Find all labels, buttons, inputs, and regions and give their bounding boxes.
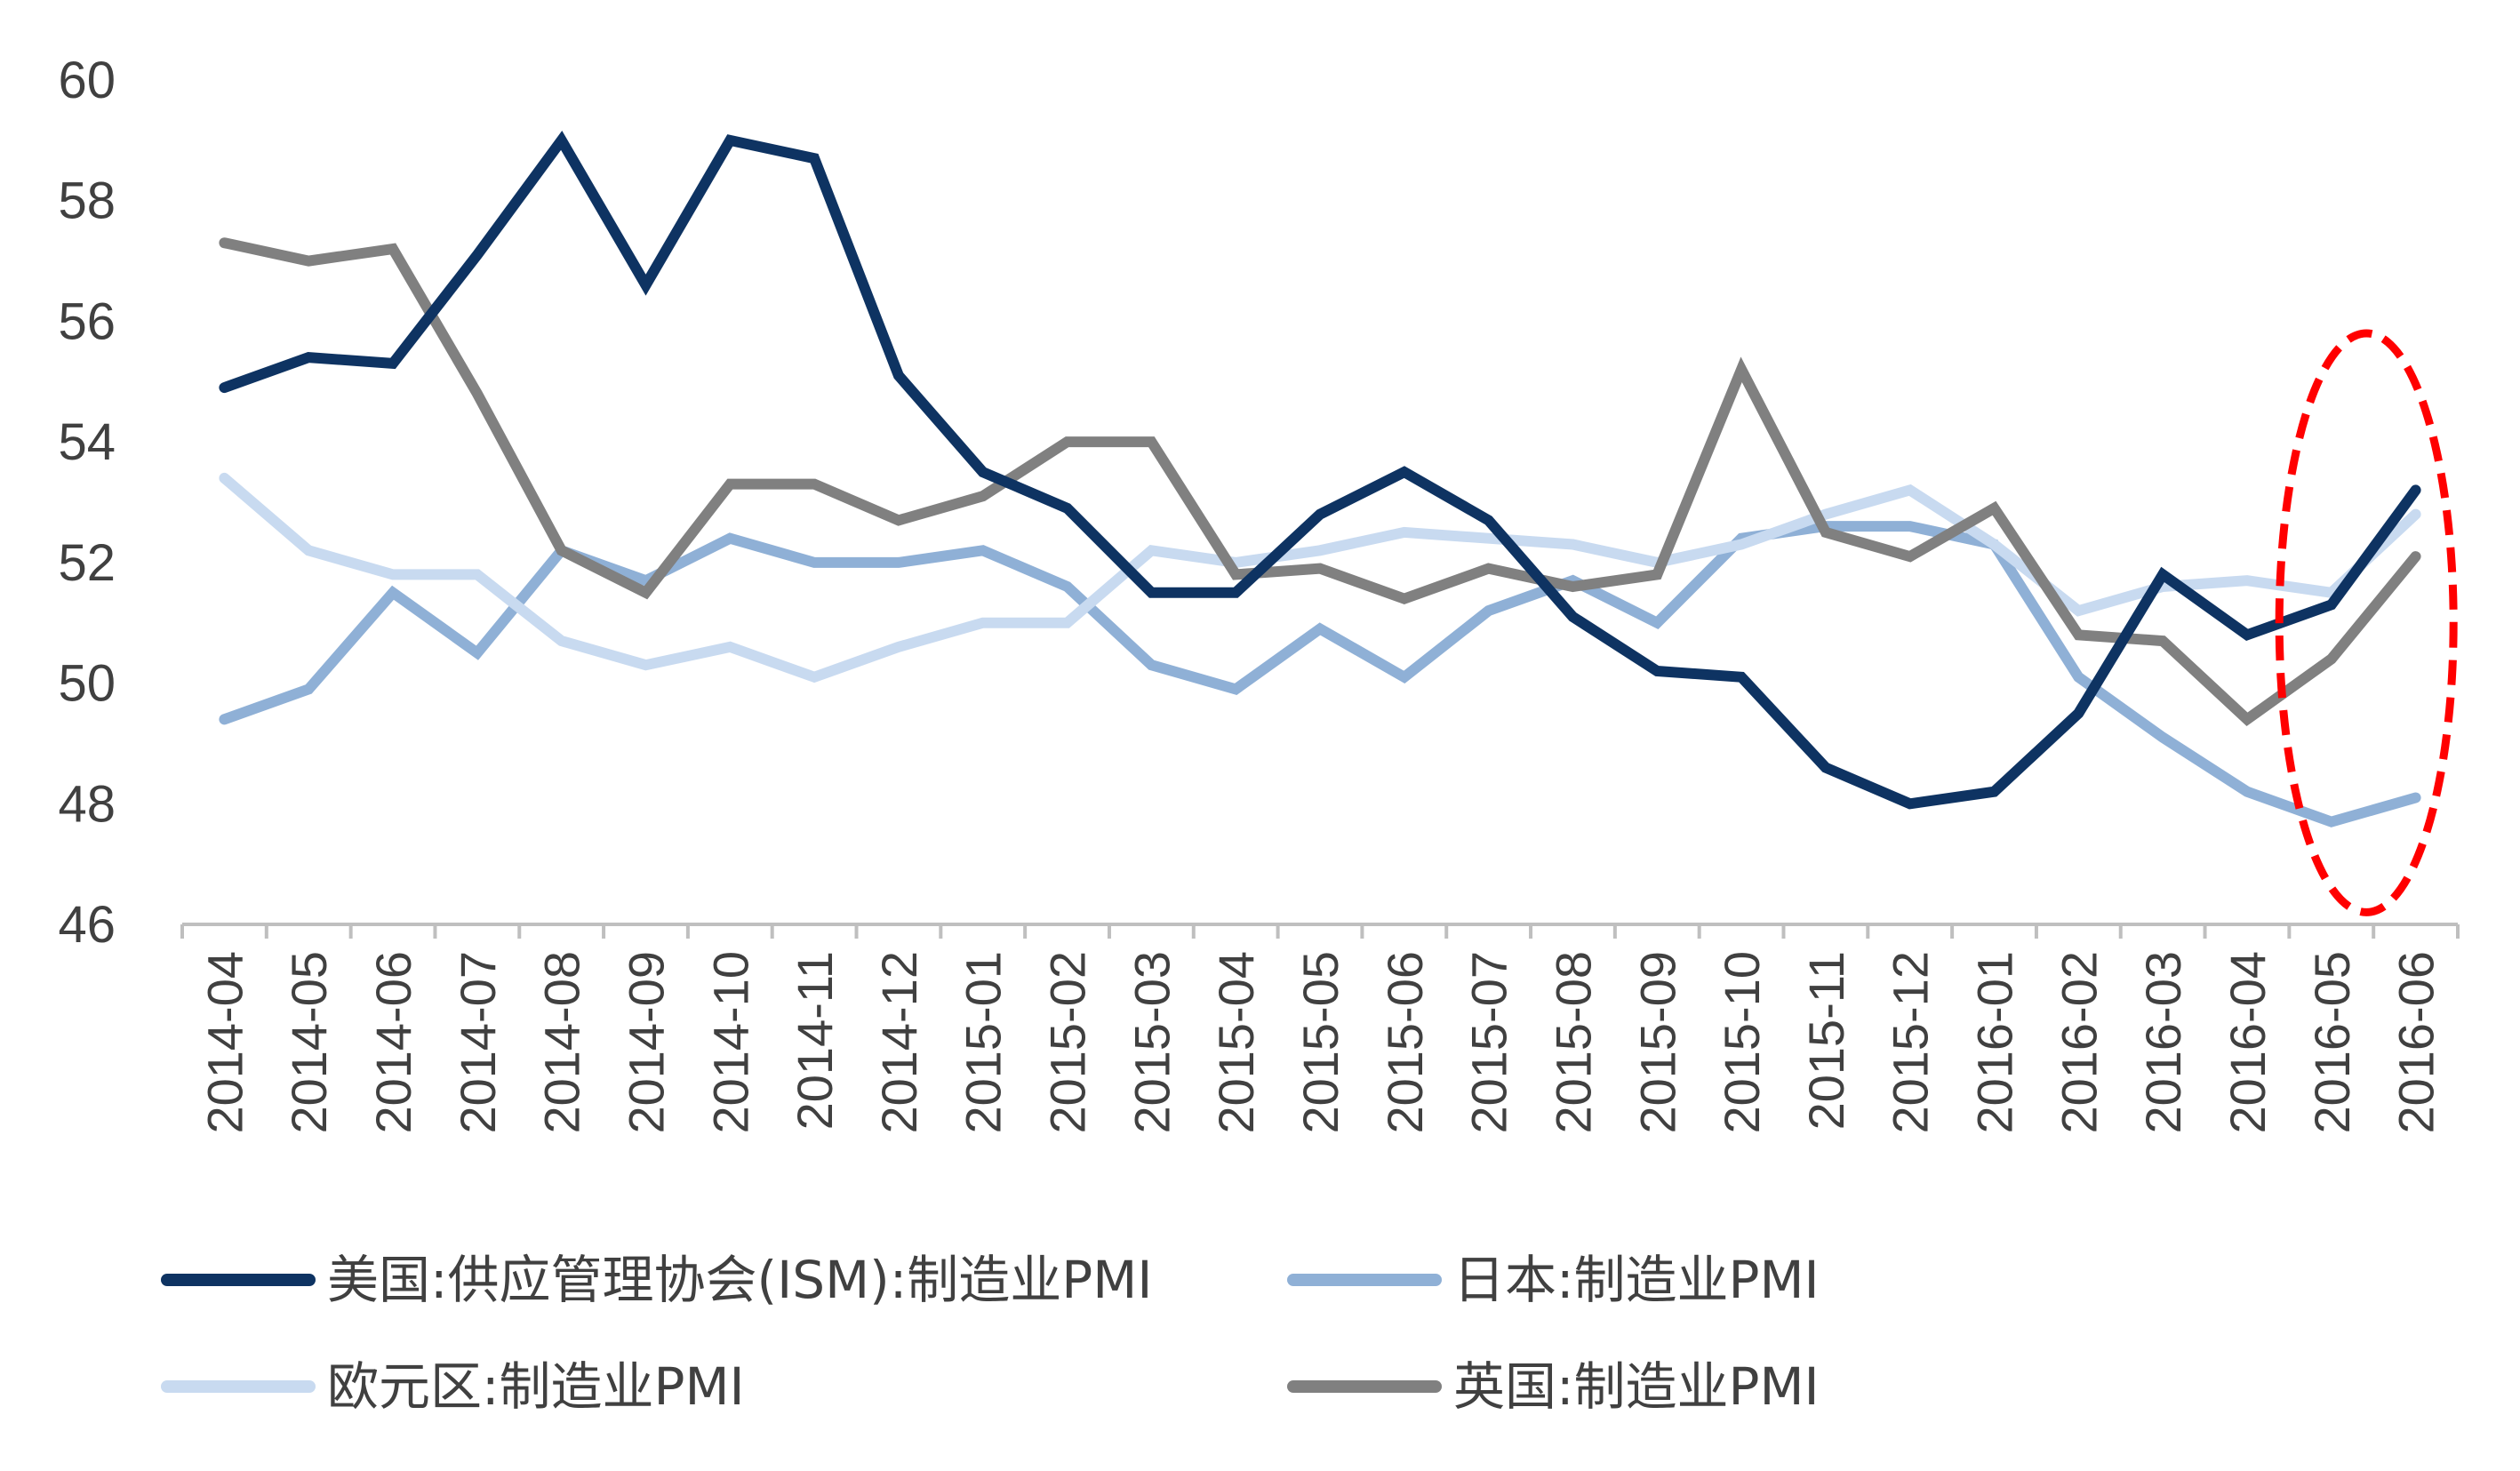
y-tick-label: 60 [58, 52, 116, 109]
highlight-ellipse [2275, 329, 2458, 916]
x-tick-label: 2014-10 [702, 951, 758, 1134]
x-axis-labels: 2014-04 2014-05 2014-06 2014-07 2014-08 2014-… [196, 951, 2444, 1134]
legend: 美国:供应管理协会(ISM):制造业PMI 日本:制造业PMI 欧元区:制造业PMI… [161, 1250, 1820, 1417]
x-tick-label: 2015-04 [1208, 951, 1264, 1134]
x-tick-label: 2014-11 [787, 951, 843, 1130]
x-tick-label: 2015-09 [1629, 951, 1685, 1134]
y-tick-label: 50 [58, 655, 116, 713]
series-lines [219, 130, 2421, 827]
x-tick-label: 2016-06 [2388, 951, 2444, 1134]
y-tick-label: 54 [58, 413, 116, 471]
x-tick-label: 2014-06 [365, 951, 421, 1134]
x-tick-label: 2014-05 [281, 951, 337, 1134]
legend-label-1: 日本:制造业PMI [1453, 1250, 1820, 1310]
x-tick-label: 2015-07 [1461, 951, 1517, 1134]
x-tick-label: 2016-03 [2135, 951, 2191, 1134]
x-tick-label: 2015-12 [1883, 951, 1939, 1134]
x-tick-label: 2016-05 [2304, 951, 2360, 1134]
y-tick-label: 48 [58, 775, 116, 833]
x-tick-label: 2016-04 [2220, 951, 2276, 1134]
y-tick-label: 52 [58, 534, 116, 592]
x-tick-label: 2014-12 [871, 951, 927, 1134]
x-tick-label: 2014-07 [450, 951, 506, 1134]
y-tick-label: 56 [58, 292, 116, 350]
x-tick-label: 2016-01 [1967, 951, 2023, 1134]
x-tick-label: 2015-05 [1292, 951, 1348, 1134]
x-tick-label: 2014-04 [196, 951, 252, 1134]
x-tick-label: 2016-02 [2051, 951, 2107, 1134]
x-tick-label: 2015-10 [1714, 951, 1770, 1134]
series-line-3 [219, 237, 2421, 727]
series-line-2 [219, 472, 2421, 684]
x-tick-label: 2015-11 [1798, 951, 1854, 1130]
legend-label-2: 欧元区:制造业PMI [327, 1356, 745, 1417]
x-tick-label: 2015-03 [1124, 951, 1180, 1134]
y-tick-label: 46 [58, 896, 116, 954]
x-tick-label: 2015-02 [1040, 951, 1096, 1134]
series-line-0 [219, 130, 2421, 810]
legend-label-0: 美国:供应管理协会(ISM):制造业PMI [327, 1250, 1152, 1310]
x-tick-label: 2014-08 [534, 951, 590, 1134]
x-axis [180, 923, 2460, 939]
x-tick-label: 2014-09 [618, 951, 674, 1134]
x-tick-label: 2015-06 [1377, 951, 1433, 1134]
y-axis-labels: 46 48 50 52 54 56 58 60 [58, 52, 116, 954]
y-tick-label: 58 [58, 172, 116, 230]
legend-label-3: 英国:制造业PMI [1453, 1356, 1820, 1417]
x-tick-label: 2015-08 [1545, 951, 1601, 1134]
x-tick-label: 2015-01 [956, 951, 1012, 1134]
